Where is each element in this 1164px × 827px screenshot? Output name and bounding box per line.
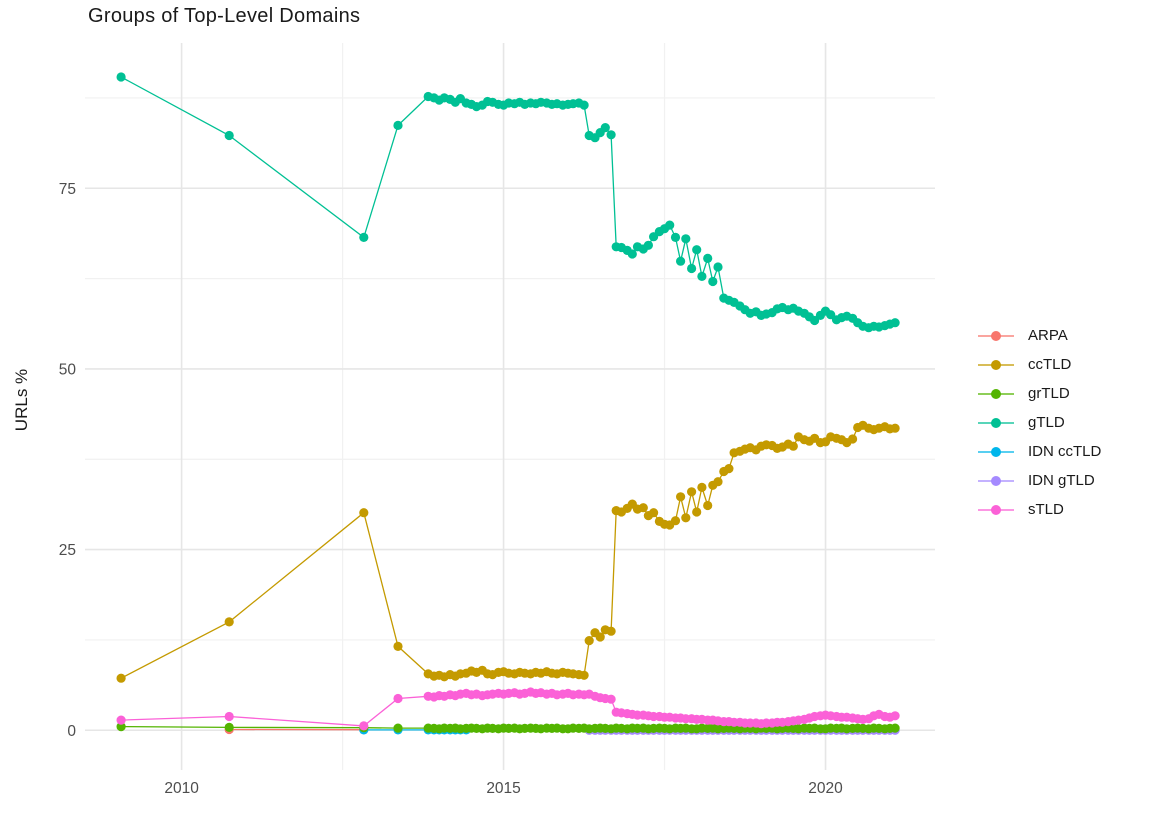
legend: ARPA ccTLD grTLD gTLD IDN ccTLD IDN gTLD sTLD [976,321,1101,524]
series-gtld [116,72,900,333]
legend-item-arpa: ARPA [976,321,1101,350]
legend-key-icon [978,417,1014,428]
legend-label: grTLD [1028,385,1070,402]
legend-key-icon [978,475,1014,486]
legend-label: gTLD [1028,414,1065,431]
legend-label: IDN ccTLD [1028,443,1102,460]
legend-key-icon [978,330,1014,341]
legend-item-grtld: grTLD [976,379,1101,408]
gridlines [85,43,935,770]
series-arpa [224,724,369,735]
y-tick-label: 50 [59,361,77,378]
legend-item-stld: sTLD [976,495,1101,524]
x-tick-label: 2020 [808,780,843,797]
y-tick-label: 25 [59,542,76,559]
legend-label: sTLD [1028,501,1064,518]
y-tick-label: 0 [67,723,76,740]
legend-key-icon [978,504,1014,515]
series-stld [116,687,900,731]
legend-label: ARPA [1028,327,1068,344]
legend-item-idn-gtld: IDN gTLD [976,466,1101,495]
legend-item-idn-cctld: IDN ccTLD [976,437,1101,466]
legend-label: IDN gTLD [1028,472,1095,489]
x-tick-label: 2015 [486,780,520,797]
x-tick-label: 2010 [164,780,199,797]
y-tick-label: 75 [59,181,76,198]
legend-item-cctld: ccTLD [976,350,1101,379]
legend-key-icon [978,388,1014,399]
legend-label: ccTLD [1028,356,1072,373]
legend-item-gtld: gTLD [976,408,1101,437]
series-cctld [116,420,900,683]
chart-title: Groups of Top-Level Domains [88,5,361,27]
axis-tick-labels: 2010 2015 2020 0 25 50 75 [59,181,843,797]
legend-key-icon [978,359,1014,370]
legend-key-icon [978,446,1014,457]
